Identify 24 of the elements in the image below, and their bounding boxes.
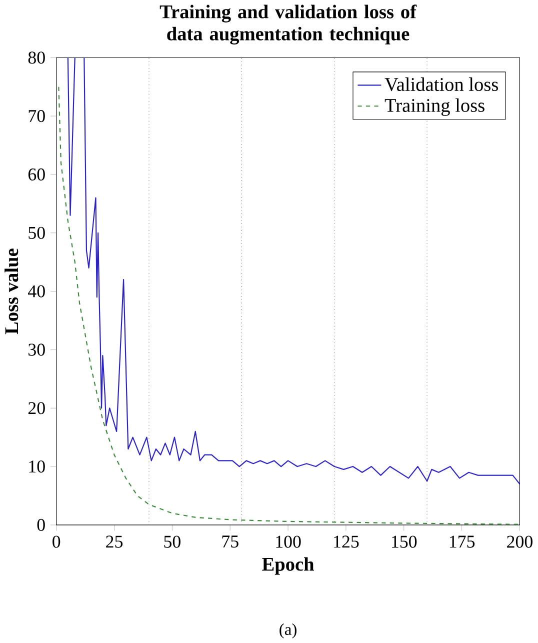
y-tick-label: 30 bbox=[28, 344, 46, 356]
x-tick-label: 50 bbox=[164, 536, 181, 548]
x-tick-label: 0 bbox=[52, 536, 60, 548]
y-axis-title: Loss value bbox=[4, 248, 18, 334]
y-tick-label: 80 bbox=[28, 52, 46, 64]
y-tick-label: 20 bbox=[28, 402, 46, 414]
x-tick-label: 125 bbox=[334, 536, 359, 548]
y-tick-label: 50 bbox=[28, 226, 46, 239]
x-tick-label: 175 bbox=[450, 536, 475, 548]
y-tick-label: 70 bbox=[28, 110, 46, 122]
text: (a) bbox=[280, 623, 297, 638]
chart-title: Training and validation loss of data augmentation technique bbox=[160, 4, 417, 44]
x-tick-label: 200 bbox=[507, 536, 533, 548]
y-tick-label: 40 bbox=[28, 285, 46, 298]
x-tick-label: 25 bbox=[106, 536, 123, 548]
legend-label: Validation loss bbox=[384, 77, 498, 92]
x-tick-label: 100 bbox=[276, 536, 301, 548]
legend-label: Training loss bbox=[384, 98, 485, 116]
y-tick-label: 10 bbox=[29, 460, 46, 473]
x-axis-title: Epoch bbox=[262, 557, 314, 575]
x-tick-label: 150 bbox=[392, 536, 417, 548]
x-tick-label: 75 bbox=[222, 536, 238, 548]
y-tick-label: 60 bbox=[28, 168, 46, 180]
y-tick-label: 0 bbox=[37, 518, 46, 531]
